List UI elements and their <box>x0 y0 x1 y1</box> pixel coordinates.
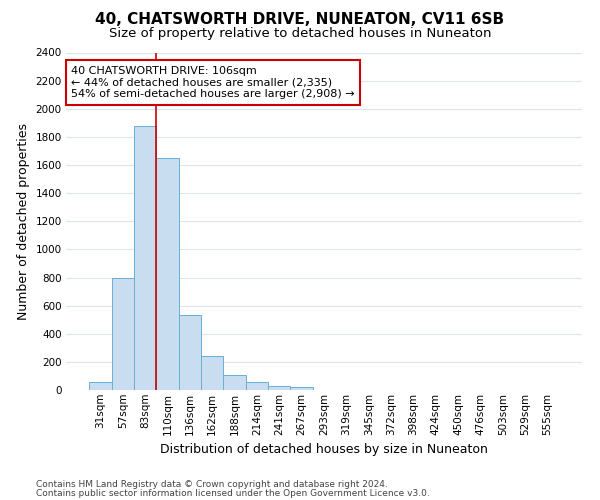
Bar <box>268 386 290 390</box>
X-axis label: Distribution of detached houses by size in Nuneaton: Distribution of detached houses by size … <box>160 443 488 456</box>
Text: Size of property relative to detached houses in Nuneaton: Size of property relative to detached ho… <box>109 28 491 40</box>
Bar <box>201 356 223 390</box>
Text: 40 CHATSWORTH DRIVE: 106sqm
← 44% of detached houses are smaller (2,335)
54% of : 40 CHATSWORTH DRIVE: 106sqm ← 44% of det… <box>71 66 355 99</box>
Y-axis label: Number of detached properties: Number of detached properties <box>17 122 30 320</box>
Text: Contains public sector information licensed under the Open Government Licence v3: Contains public sector information licen… <box>36 489 430 498</box>
Bar <box>89 382 112 390</box>
Bar <box>134 126 157 390</box>
Bar <box>223 375 246 390</box>
Bar <box>290 388 313 390</box>
Text: Contains HM Land Registry data © Crown copyright and database right 2024.: Contains HM Land Registry data © Crown c… <box>36 480 388 489</box>
Bar <box>246 382 268 390</box>
Bar <box>112 278 134 390</box>
Text: 40, CHATSWORTH DRIVE, NUNEATON, CV11 6SB: 40, CHATSWORTH DRIVE, NUNEATON, CV11 6SB <box>95 12 505 28</box>
Bar <box>179 315 201 390</box>
Bar <box>157 158 179 390</box>
